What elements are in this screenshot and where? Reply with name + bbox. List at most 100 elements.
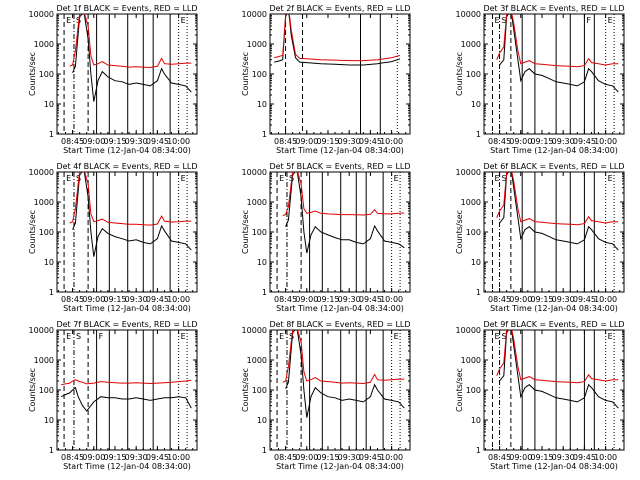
chart-title: Det 4f BLACK = Events, RED = LLD: [56, 162, 197, 171]
chart-panel-2: Det 2f BLACK = Events, RED = LLD 1 10 100 10…: [241, 4, 411, 155]
chart-panel-3: Det 3f BLACK = Events, RED = LLD 1 10 100 10…: [455, 4, 625, 155]
y-tick-label: 1000: [461, 356, 481, 365]
y-tick-label: 100: [466, 228, 481, 237]
event-marker-label: E: [494, 332, 499, 341]
x-axis-label: Start Time (12-Jan-04 08:34:00): [490, 146, 618, 155]
y-tick-label: 1: [262, 288, 267, 297]
event-marker-label: E: [181, 16, 186, 25]
x-tick-label: 08:45: [61, 453, 84, 462]
y-tick-label: 10: [257, 258, 267, 267]
y-tick-label: 1: [49, 446, 54, 455]
x-tick-label: 09:45: [573, 453, 596, 462]
series-lld-line: [69, 172, 192, 226]
series-lld-line: [274, 14, 401, 62]
x-tick-label: 09:15: [103, 295, 126, 304]
y-tick-label: 1000: [247, 356, 267, 365]
chart-title: Det 2f BLACK = Events, RED = LLD: [269, 4, 410, 13]
series-lld-line: [496, 14, 619, 68]
x-tick-label: 09:00: [509, 137, 532, 146]
y-tick-label: 10000: [29, 326, 54, 335]
y-tick-label: 10: [44, 258, 54, 267]
chart-panel-7: Det 7f BLACK = Events, RED = LLD 1 10 100 10…: [28, 320, 198, 471]
event-marker-label: E: [279, 174, 284, 183]
x-tick-label: 08:45: [274, 295, 297, 304]
chart-title: Det 3f BLACK = Events, RED = LLD: [483, 4, 624, 13]
chart-panel-8: Det 8f BLACK = Events, RED = LLD 1 10 100 10…: [241, 320, 411, 471]
x-tick-label: 09:00: [509, 453, 532, 462]
chart-title: Det 9f BLACK = Events, RED = LLD: [483, 320, 624, 329]
series-events-line: [499, 14, 619, 93]
x-tick-label: 09:45: [146, 137, 169, 146]
y-tick-label: 1: [262, 446, 267, 455]
y-tick-label: 10000: [456, 10, 481, 19]
x-tick-label: 09:00: [509, 295, 532, 304]
series-events-line: [274, 14, 401, 66]
y-axis-label: Counts/sec: [28, 52, 37, 96]
x-axis-label: Start Time (12-Jan-04 08:34:00): [490, 304, 618, 313]
y-tick-label: 100: [252, 386, 267, 395]
x-tick-label: 09:30: [552, 295, 575, 304]
x-tick-label: 09:00: [295, 295, 318, 304]
x-tick-label: 10:00: [380, 453, 403, 462]
x-axis-label: Start Time (12-Jan-04 08:34:00): [63, 146, 191, 155]
x-tick-label: 09:00: [82, 137, 105, 146]
series-events-line: [499, 172, 619, 251]
event-marker-label: F: [586, 16, 591, 25]
x-tick-label: 09:30: [552, 137, 575, 146]
event-marker-label: S: [502, 16, 507, 25]
y-tick-label: 10: [44, 416, 54, 425]
x-tick-label: 09:30: [125, 453, 148, 462]
x-tick-label: 08:45: [61, 295, 84, 304]
x-axis-label: Start Time (12-Jan-04 08:34:00): [276, 304, 404, 313]
y-tick-label: 10: [471, 416, 481, 425]
x-tick-label: 08:45: [488, 295, 511, 304]
y-tick-label: 10: [44, 100, 54, 109]
event-marker-label: E: [608, 332, 613, 341]
x-tick-label: 09:30: [338, 137, 361, 146]
event-marker-label: E: [66, 332, 71, 341]
y-tick-label: 1: [476, 288, 481, 297]
y-tick-label: 10000: [29, 10, 54, 19]
x-tick-label: 09:15: [103, 137, 126, 146]
series-events-line: [72, 172, 192, 257]
x-axis-label: Start Time (12-Jan-04 08:34:00): [490, 462, 618, 471]
event-marker-label: E: [494, 174, 499, 183]
y-tick-label: 1000: [34, 356, 54, 365]
y-tick-label: 1000: [34, 198, 54, 207]
x-tick-label: 10:00: [594, 137, 617, 146]
y-tick-label: 1: [49, 130, 54, 139]
y-tick-label: 10000: [29, 168, 54, 177]
x-axis-label: Start Time (12-Jan-04 08:34:00): [276, 462, 404, 471]
series-events-line: [285, 330, 405, 418]
y-tick-label: 100: [39, 386, 54, 395]
y-axis-label: Counts/sec: [241, 368, 250, 412]
x-tick-label: 10:00: [380, 295, 403, 304]
x-tick-label: 09:15: [316, 137, 339, 146]
series-lld-line: [496, 172, 619, 226]
y-tick-label: 10000: [242, 168, 267, 177]
series-events-line: [60, 386, 192, 412]
x-tick-label: 09:45: [359, 137, 382, 146]
x-tick-label: 10:00: [167, 453, 190, 462]
y-tick-label: 1000: [247, 40, 267, 49]
series-events-line: [499, 330, 619, 409]
x-tick-label: 09:45: [359, 453, 382, 462]
x-axis-label: Start Time (12-Jan-04 08:34:00): [63, 304, 191, 313]
chart-title: Det 5f BLACK = Events, RED = LLD: [269, 162, 410, 171]
x-tick-label: 08:45: [274, 137, 297, 146]
y-tick-label: 10000: [456, 326, 481, 335]
y-tick-label: 10: [257, 416, 267, 425]
x-tick-label: 09:45: [146, 453, 169, 462]
x-tick-label: 09:30: [125, 137, 148, 146]
series-lld-line: [61, 379, 192, 386]
chart-title: Det 8f BLACK = Events, RED = LLD: [269, 320, 410, 329]
x-axis-label: Start Time (12-Jan-04 08:34:00): [63, 462, 191, 471]
series-lld-line: [496, 330, 619, 384]
y-axis-label: Counts/sec: [455, 368, 464, 412]
event-marker-label: E: [181, 332, 186, 341]
x-tick-label: 09:00: [295, 453, 318, 462]
event-marker-label: E: [608, 16, 613, 25]
series-lld-line: [282, 330, 405, 385]
x-tick-label: 08:45: [274, 453, 297, 462]
